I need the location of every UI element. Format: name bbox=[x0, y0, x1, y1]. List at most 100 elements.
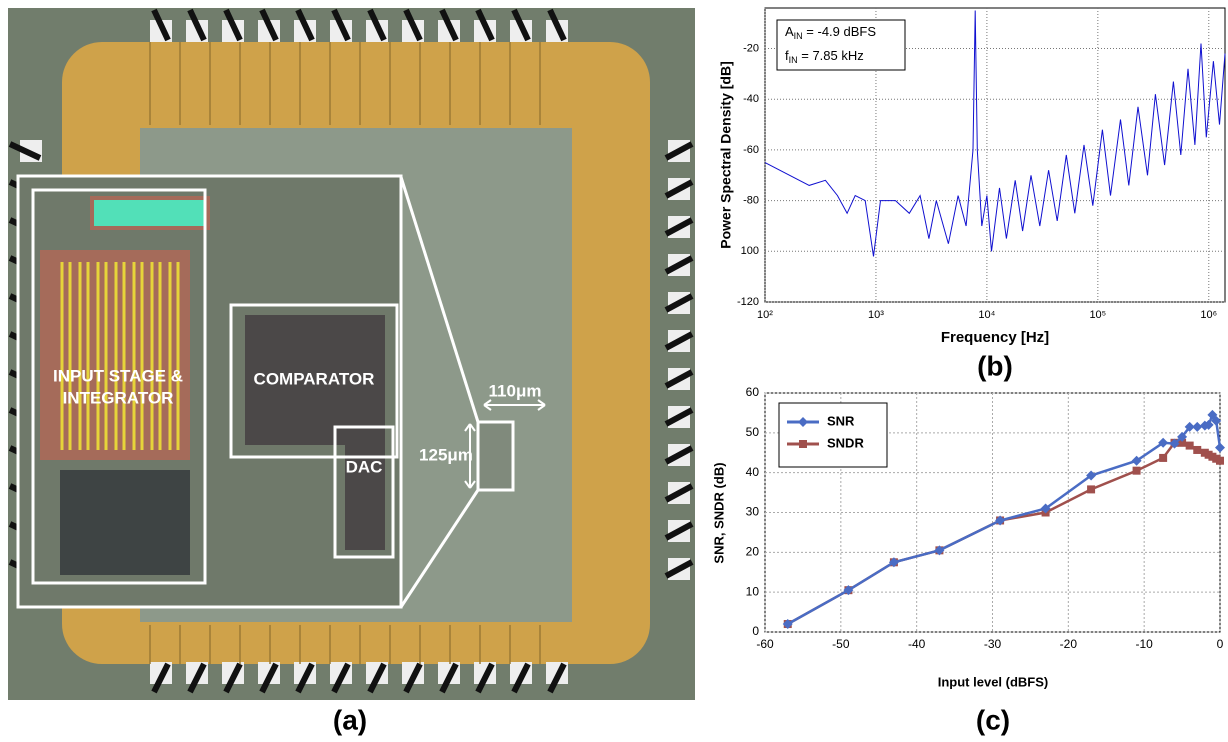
bond-wire bbox=[439, 662, 459, 694]
x-tick-label: -20 bbox=[1060, 637, 1078, 651]
annotation-part: f bbox=[785, 48, 789, 63]
annotation-part: IN bbox=[789, 55, 798, 65]
bond-wire bbox=[664, 369, 694, 389]
marker bbox=[843, 585, 854, 596]
marker bbox=[1193, 445, 1202, 454]
dimension-arrow bbox=[464, 399, 546, 489]
caption: (b) bbox=[977, 350, 1013, 381]
marker bbox=[1185, 441, 1194, 450]
bond-wire bbox=[664, 331, 694, 351]
x-tick-label: 10⁶ bbox=[1200, 309, 1217, 321]
bond-wire bbox=[664, 407, 694, 427]
input-devices bbox=[60, 470, 190, 575]
x-tick-label: -60 bbox=[756, 637, 774, 651]
bond-wire bbox=[403, 662, 423, 694]
block-label: INPUT STAGE & bbox=[53, 366, 183, 385]
bond-wire bbox=[8, 141, 42, 161]
bond-wire bbox=[511, 662, 531, 694]
bond-wire bbox=[187, 662, 207, 694]
y-tick-label: 10 bbox=[746, 584, 760, 598]
y-tick-label: -80 bbox=[743, 195, 759, 207]
marker bbox=[1178, 438, 1187, 447]
block-label: COMPARATOR bbox=[254, 369, 375, 388]
annotation-part: = -4.9 dBFS bbox=[803, 24, 877, 39]
legend-box bbox=[778, 402, 888, 468]
y-axis-label: Power Spectral Density [dB] bbox=[718, 61, 734, 249]
block-label: INTEGRATOR bbox=[63, 388, 174, 407]
marker bbox=[1158, 437, 1169, 448]
bond-wire bbox=[547, 8, 567, 42]
marker bbox=[1169, 438, 1180, 449]
annotation-box bbox=[776, 19, 906, 71]
x-tick-label: -50 bbox=[832, 637, 850, 651]
bond-wire bbox=[367, 662, 387, 694]
legend-marker bbox=[798, 417, 808, 427]
dimension-label: 110μm bbox=[489, 381, 542, 400]
bond-wire bbox=[664, 141, 694, 161]
marker bbox=[1215, 442, 1225, 453]
bond-wire bbox=[439, 8, 459, 42]
caption: (a) bbox=[333, 704, 367, 735]
x-tick-label: -30 bbox=[984, 637, 1002, 651]
bond-wire bbox=[547, 662, 567, 694]
psd-line bbox=[764, 10, 1226, 257]
y-tick-label: 40 bbox=[746, 465, 760, 479]
marker bbox=[782, 619, 793, 630]
bond-wire bbox=[511, 8, 531, 42]
x-tick-label: 10⁵ bbox=[1089, 309, 1106, 321]
bond-wire bbox=[664, 483, 694, 503]
annotation: fIN = 7.85 kHz bbox=[785, 48, 864, 65]
legend-label: SNDR bbox=[827, 435, 864, 450]
marker bbox=[934, 545, 945, 556]
marker bbox=[1087, 485, 1096, 494]
integrator-cap bbox=[60, 262, 180, 450]
annotation-part: IN bbox=[794, 31, 803, 41]
y-tick-label: 20 bbox=[746, 545, 760, 559]
marker bbox=[1192, 421, 1203, 432]
bond-wire bbox=[664, 179, 694, 199]
legend-label: SNR bbox=[827, 413, 855, 428]
marker bbox=[1086, 470, 1097, 481]
y-axis-label: SNR, SNDR (dB) bbox=[711, 462, 726, 563]
bond-wire bbox=[295, 8, 315, 42]
y-tick-label: -120 bbox=[737, 296, 759, 308]
zoom-line bbox=[399, 176, 480, 423]
block-box bbox=[333, 425, 395, 559]
bond-wire bbox=[151, 662, 171, 694]
bond-wire bbox=[664, 559, 694, 579]
x-tick-label: -40 bbox=[908, 637, 926, 651]
annotation-part: = 7.85 kHz bbox=[798, 48, 864, 63]
x-tick-label: 10³ bbox=[868, 309, 884, 321]
bond-wire bbox=[331, 662, 351, 694]
x-axis-label: Input level (dBFS) bbox=[938, 674, 1049, 689]
bond-wire bbox=[331, 8, 351, 42]
block-label: DAC bbox=[346, 457, 383, 476]
marker bbox=[995, 515, 1006, 526]
pad-opening bbox=[90, 196, 210, 230]
marker bbox=[1216, 456, 1224, 465]
bond-wire bbox=[223, 662, 243, 694]
marker bbox=[1159, 453, 1168, 462]
y-tick-label: 60 bbox=[746, 385, 760, 399]
bond-wire bbox=[475, 8, 495, 42]
die-photo: INPUT STAGE & INTEGRATOR COMPARATOR DAC … bbox=[8, 8, 695, 735]
bond-wire bbox=[664, 293, 694, 313]
marker bbox=[888, 557, 899, 568]
x-tick-label: 0 bbox=[1217, 637, 1224, 651]
marker bbox=[1040, 503, 1051, 514]
x-tick-label: 10⁴ bbox=[978, 309, 995, 321]
y-tick-label: 30 bbox=[746, 505, 760, 519]
bond-wire bbox=[664, 445, 694, 465]
y-tick-label: 50 bbox=[746, 425, 760, 439]
pads bbox=[8, 8, 694, 694]
bond-wire bbox=[664, 521, 694, 541]
zoom-line bbox=[399, 489, 480, 608]
x-tick-label: -10 bbox=[1135, 637, 1153, 651]
bond-wire bbox=[475, 662, 495, 694]
legend-marker bbox=[799, 440, 807, 448]
marker bbox=[1131, 455, 1142, 466]
x-tick-label: 10² bbox=[757, 309, 773, 321]
annotation: AIN = -4.9 dBFS bbox=[785, 24, 876, 41]
bond-wire bbox=[187, 8, 207, 42]
